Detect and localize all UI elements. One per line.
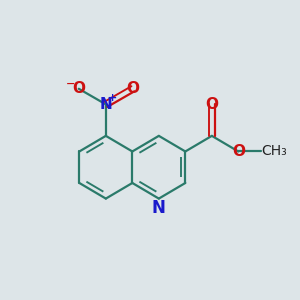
Text: CH₃: CH₃ [261,145,287,158]
Text: O: O [232,144,245,159]
Text: O: O [205,97,218,112]
Text: −: − [66,79,75,88]
Text: O: O [72,81,85,96]
Text: O: O [126,81,140,96]
Text: N: N [152,199,166,217]
Text: +: + [108,93,117,103]
Text: N: N [100,97,112,112]
